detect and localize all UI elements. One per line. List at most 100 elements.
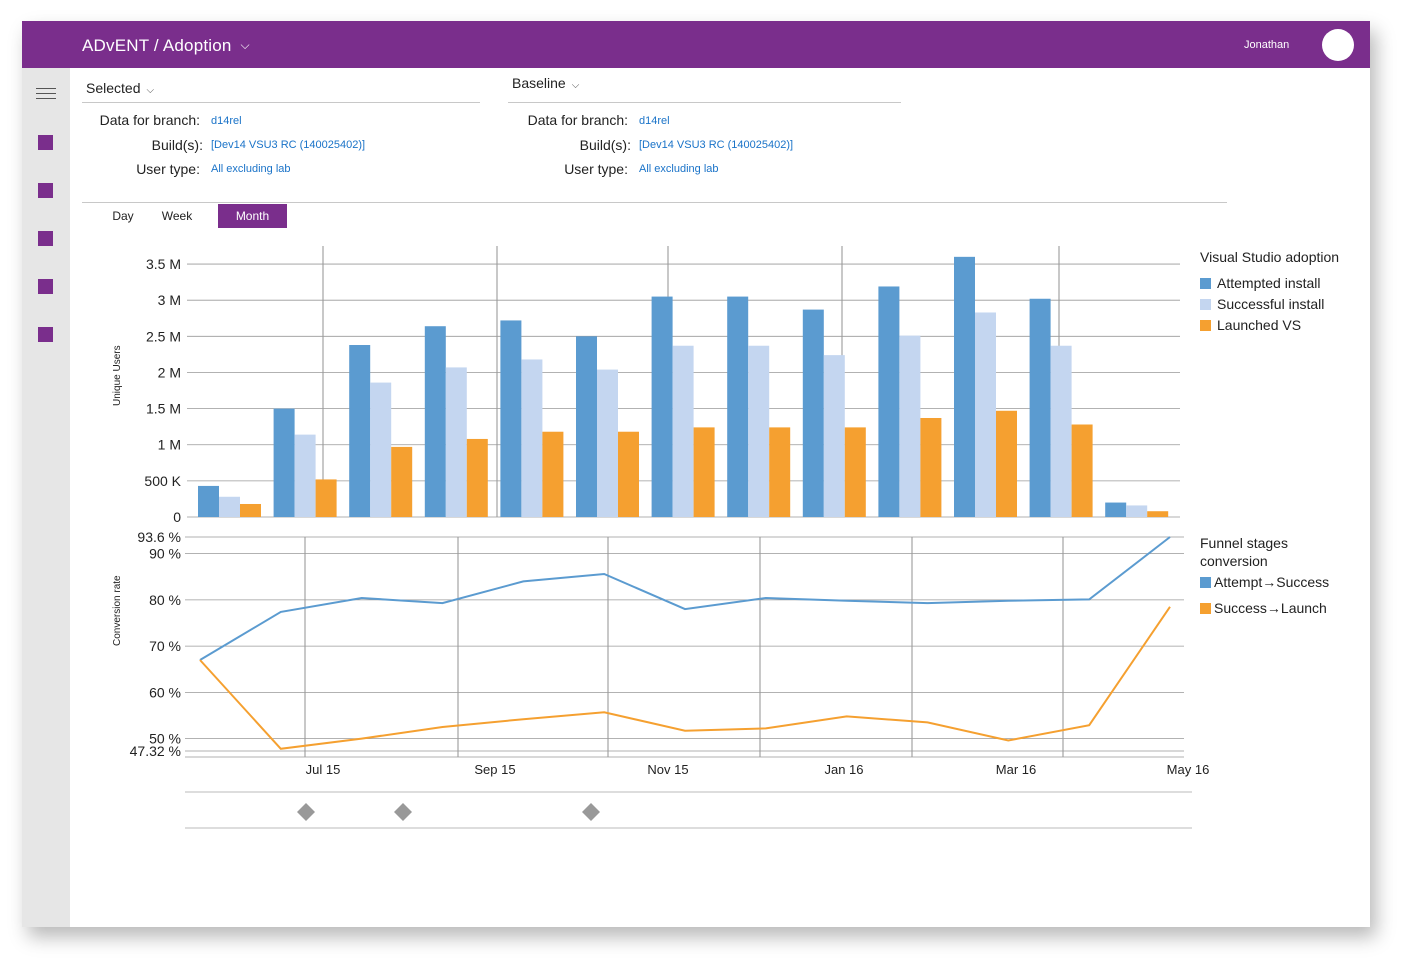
- bar-launched: [693, 427, 715, 517]
- tab-day[interactable]: Day: [112, 209, 134, 223]
- selected-user-type-value[interactable]: All excluding lab: [211, 163, 291, 175]
- selected-builds-label: Build(s):: [151, 137, 203, 153]
- bar-attempted: [198, 485, 219, 517]
- legend-label: Successful install: [1217, 296, 1325, 312]
- bar-successful: [823, 355, 845, 517]
- legend-item-attempt-success[interactable]: Attempt→Success: [1200, 574, 1329, 590]
- bar-launched: [1147, 511, 1169, 517]
- bar-attempted: [349, 345, 371, 517]
- bar-launched: [466, 438, 488, 517]
- bar-launched: [769, 427, 791, 517]
- nav-item-2[interactable]: [38, 183, 53, 198]
- user-name[interactable]: Jonathan: [1244, 39, 1290, 51]
- nav-item-3[interactable]: [38, 231, 53, 246]
- chevron-down-icon: ⌵: [146, 85, 155, 96]
- legend-swatch: [1200, 320, 1211, 331]
- y-tick-label: 500 K: [144, 473, 181, 489]
- legend-swatch: [1200, 603, 1211, 614]
- bar-launched: [1071, 424, 1093, 517]
- app-title-dropdown[interactable]: ADvENT / Adoption ⌵: [82, 36, 250, 56]
- bar-launched: [920, 417, 942, 517]
- bar-successful: [219, 496, 240, 517]
- y-tick-label: 50 %: [149, 731, 181, 747]
- bar-successful: [597, 369, 618, 517]
- bar-attempted: [1029, 298, 1051, 517]
- x-tick-label: Mar 16: [996, 762, 1036, 777]
- annotation-marker-diamond[interactable]: [297, 803, 315, 821]
- baseline-builds-label: Build(s):: [579, 137, 631, 153]
- nav-item-1[interactable]: [38, 135, 53, 150]
- baseline-builds-value[interactable]: [Dev14 VSU3 RC (140025402)]: [639, 139, 794, 151]
- legend-label: Success→Launch: [1214, 600, 1327, 616]
- y-tick-label: 70 %: [149, 638, 181, 654]
- bar-attempted: [651, 296, 673, 517]
- selected-branch-value[interactable]: d14rel: [211, 115, 242, 127]
- left-rail: [22, 68, 70, 927]
- annotation-marker-diamond[interactable]: [394, 803, 412, 821]
- hamburger-icon[interactable]: [36, 88, 56, 100]
- avatar[interactable]: [1322, 29, 1354, 61]
- selected-branch-label: Data for branch:: [99, 112, 200, 128]
- baseline-user-type-value[interactable]: All excluding lab: [639, 163, 719, 175]
- bar-launched: [844, 427, 866, 517]
- legend-swatch: [1200, 278, 1211, 289]
- bar-successful: [370, 382, 392, 517]
- y-tick-label: 90 %: [149, 546, 181, 562]
- bar-launched: [240, 503, 261, 517]
- legend-label: Attempt→Success: [1214, 574, 1330, 590]
- selected-dropdown[interactable]: Selected ⌵: [86, 80, 154, 96]
- nav-item-5[interactable]: [38, 327, 53, 342]
- baseline-user-type-label: User type:: [564, 161, 628, 177]
- y-tick-label: 1.5 M: [146, 401, 181, 417]
- legend-item-launched[interactable]: Launched VS: [1200, 317, 1301, 333]
- legend-swatch: [1200, 577, 1211, 588]
- x-tick-label: May 16: [1167, 762, 1210, 777]
- y-tick-label: 3 M: [158, 292, 181, 308]
- x-tick-label: Jan 16: [824, 762, 863, 777]
- bar-launched: [996, 410, 1017, 517]
- y-tick-label: 2.5 M: [146, 328, 181, 344]
- y-tick-label: 2 M: [158, 364, 181, 380]
- bar-attempted: [1105, 502, 1127, 517]
- bar-attempted: [273, 408, 295, 517]
- bar-launched: [618, 431, 639, 517]
- legend-item-successful[interactable]: Successful install: [1200, 296, 1324, 312]
- bar-successful: [1126, 505, 1148, 517]
- selected-user-type-label: User type:: [136, 161, 200, 177]
- baseline-title: Baseline: [512, 75, 566, 91]
- bar-attempted: [802, 309, 824, 517]
- baseline-dropdown[interactable]: Baseline ⌵: [512, 75, 579, 91]
- bar-launched: [542, 431, 564, 517]
- tab-week[interactable]: Week: [161, 209, 193, 223]
- divider: [82, 202, 1227, 203]
- app-title-text: ADvENT / Adoption: [82, 36, 232, 55]
- baseline-branch-label: Data for branch:: [527, 112, 628, 128]
- y-tick-label: 0: [173, 509, 181, 525]
- nav-item-4[interactable]: [38, 279, 53, 294]
- y-tick-label: 93.6 %: [137, 529, 181, 545]
- y-tick-label: 47.32 %: [130, 743, 181, 759]
- app-window: ADvENT / Adoption ⌵ Jonathan Selected ⌵ D…: [22, 21, 1370, 927]
- bar-successful: [521, 359, 543, 517]
- chevron-down-icon: ⌵: [240, 38, 250, 52]
- bar-successful: [899, 335, 921, 517]
- annotation-marker-diamond[interactable]: [582, 803, 600, 821]
- legend-label: Launched VS: [1217, 317, 1302, 333]
- bar-launched: [315, 479, 337, 517]
- line-legend-title: Funnel stages conversion: [1200, 535, 1288, 569]
- chevron-down-icon: ⌵: [571, 80, 580, 91]
- bar-successful: [975, 312, 996, 517]
- selected-builds-value[interactable]: [Dev14 VSU3 RC (140025402)]: [211, 139, 366, 151]
- y-tick-label: 3.5 M: [146, 256, 181, 272]
- legend-item-success-launch[interactable]: Success→Launch: [1200, 600, 1327, 616]
- line-attempt-success: [199, 536, 1171, 661]
- baseline-branch-value[interactable]: d14rel: [639, 115, 670, 127]
- y-tick-label: 60 %: [149, 684, 181, 700]
- bar-launched: [391, 446, 413, 517]
- legend-item-attempted[interactable]: Attempted install: [1200, 275, 1321, 291]
- tab-month[interactable]: Month: [218, 204, 287, 228]
- y-tick-label: 1 M: [158, 437, 181, 453]
- bar-attempted: [878, 286, 900, 517]
- y-tick-label: 80 %: [149, 592, 181, 608]
- legend-label: Attempted install: [1217, 275, 1321, 291]
